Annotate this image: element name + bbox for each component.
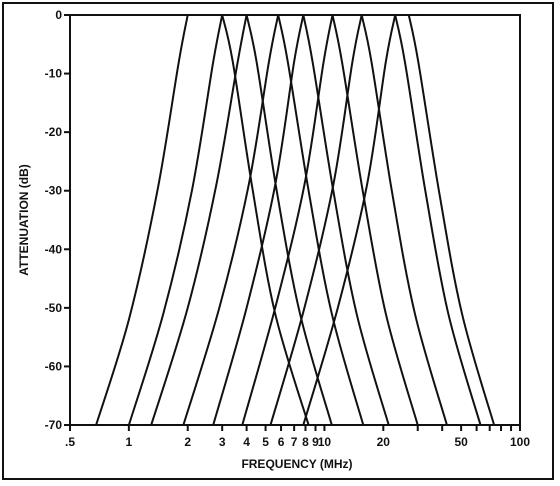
x-tick-label-2: 1 xyxy=(126,435,133,449)
highpass-curve-6 xyxy=(360,14,448,426)
highpass-curve-3 xyxy=(277,14,365,426)
y-tick-label-4: -30 xyxy=(45,184,63,198)
y-tick-label-6: -50 xyxy=(45,301,63,315)
x-axis-title: FREQUENCY (MHz) xyxy=(241,457,352,471)
y-axis-title: ATTENUATION (dB) xyxy=(17,164,31,276)
lowpass-curve-4 xyxy=(182,14,280,426)
lowpass-curve-6 xyxy=(241,14,334,426)
x-tick-label-5: 4 xyxy=(243,435,250,449)
highpass-curve-4 xyxy=(302,14,390,426)
x-tick-label-8: 7 xyxy=(291,435,298,449)
lowpass-curve-1 xyxy=(95,14,189,426)
x-tick-label-7: 6 xyxy=(278,435,285,449)
x-tick-label-6: 5 xyxy=(262,435,269,449)
highpass-curve-1 xyxy=(221,14,310,426)
highpass-curve-8 xyxy=(407,14,496,426)
highpass-curve-2 xyxy=(245,14,333,426)
lowpass-curve-3 xyxy=(150,14,248,426)
curves-group xyxy=(95,14,496,426)
lowpass-curve-2 xyxy=(127,14,224,426)
x-tick-label-13: 50 xyxy=(454,435,468,449)
highpass-curve-5 xyxy=(331,14,419,426)
x-axis: .5 1 2 3 4 5 6 7 8 910 20 50 100 xyxy=(65,425,530,449)
y-tick-label-5: -40 xyxy=(45,242,63,256)
x-tick-label-12: 20 xyxy=(377,435,391,449)
y-tick-label-7: -60 xyxy=(45,359,63,373)
plot-area-border xyxy=(69,14,521,426)
x-tick-label-4: 3 xyxy=(219,435,226,449)
chart-frame xyxy=(2,2,554,480)
x-tick-label-9: 8 xyxy=(302,435,309,449)
x-tick-label-14: 100 xyxy=(510,435,530,449)
x-tick-label-10: 9 xyxy=(312,435,319,449)
lowpass-curve-5 xyxy=(212,14,305,426)
highpass-curve-7 xyxy=(394,14,482,426)
lowpass-curve-8 xyxy=(302,14,397,426)
y-tick-label-1: 0 xyxy=(55,8,62,22)
y-tick-label-3: -20 xyxy=(45,125,63,139)
x-tick-label-11: 10 xyxy=(318,435,332,449)
x-tick-label-3: 2 xyxy=(184,435,191,449)
x-tick-label-1: .5 xyxy=(65,435,75,449)
y-tick-label-2: -10 xyxy=(45,67,63,81)
y-tick-label-8: -70 xyxy=(45,418,63,432)
lowpass-curve-7 xyxy=(269,14,363,426)
y-axis: 0 -10 -20 -30 -40 -50 -60 -70 xyxy=(45,8,70,432)
